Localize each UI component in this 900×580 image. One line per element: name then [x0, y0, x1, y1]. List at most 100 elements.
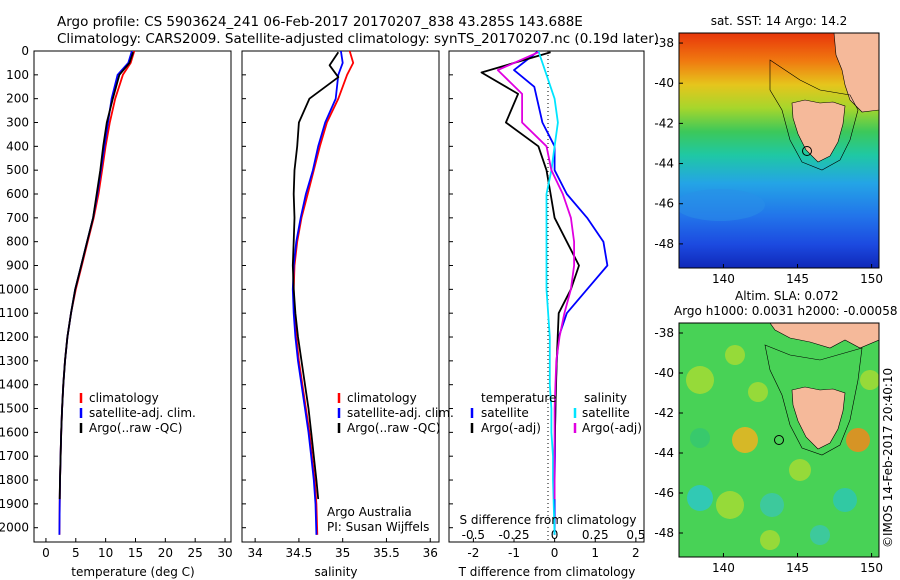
- series-line: [496, 51, 575, 500]
- depth-tick-label: 1700: [0, 449, 29, 463]
- series-line: [291, 51, 340, 500]
- depth-tick-label: 1300: [0, 354, 29, 368]
- header-line-2: Climatology: CARS2009. Satellite-adjuste…: [57, 31, 659, 47]
- map-y-tick-label: -40: [654, 366, 674, 380]
- sla-blob: [732, 427, 758, 453]
- map-y-tick-label: -46: [654, 197, 674, 211]
- temperature-profile-lines: [58, 51, 136, 535]
- x-tick-label: -2: [467, 546, 479, 560]
- sla-map-subtitle: Argo h1000: 0.0031 h2000: -0.00058: [674, 304, 897, 318]
- depth-tick-label: 1800: [0, 473, 29, 487]
- x-tick-label: 10: [98, 546, 113, 560]
- salinity-profile-lines: [291, 51, 355, 535]
- mainland-landmass: [833, 33, 879, 113]
- x-tick-label: 0: [42, 546, 50, 560]
- footer-credit: ©IMOS 14-Feb-2017 20:40:10: [881, 368, 895, 548]
- depth-tick-label: 1100: [0, 306, 29, 320]
- depth-tick-label: 200: [6, 92, 29, 106]
- sla-map-axes: 140 145 150 -38 -40 -42 -44 -46 -48: [654, 326, 883, 575]
- depth-tick-label: 500: [6, 163, 29, 177]
- depth-tick-label: 100: [6, 68, 29, 82]
- float-position-marker: [774, 435, 784, 445]
- x-tick-label: 34: [247, 546, 262, 560]
- legend-header-salinity: salinity: [584, 391, 627, 405]
- salinity-panel-frame: [241, 50, 440, 543]
- depth-tick-label: 400: [6, 139, 29, 153]
- depth-tick-label: 300: [6, 116, 29, 130]
- difference-profile-lines: [480, 51, 609, 535]
- x-tick-label: -1: [508, 546, 520, 560]
- map-y-tick-label: -48: [654, 526, 674, 540]
- series-line: [292, 51, 355, 535]
- sst-map-axes: 140 145 150 -38 -40 -42 -44 -46 -48: [654, 36, 883, 286]
- sla-blob: [760, 493, 784, 517]
- t-difference-axis-label: T difference from climatology: [458, 565, 636, 579]
- shelf-contour: [769, 59, 859, 171]
- legend-label-t-satellite: satellite: [481, 406, 529, 420]
- shelf-contour: [764, 344, 863, 456]
- depth-tick-label: 700: [6, 211, 29, 225]
- salinity-x-axis: 34 34.5 35 35.5 36: [247, 538, 438, 560]
- temperature-x-axis: 0 5 10 15 20 25 30: [42, 538, 233, 560]
- sla-anomaly-blobs: [686, 345, 879, 550]
- sla-blob: [686, 366, 714, 394]
- sla-blob: [860, 370, 879, 390]
- annotation-institution: Argo Australia: [327, 505, 412, 519]
- x-tick-label: 35: [335, 546, 350, 560]
- legend-label-s-argo: Argo(-adj): [582, 421, 642, 435]
- legend-label-s-satellite: satellite: [582, 406, 630, 420]
- header-line-1: Argo profile: CS 5903624_241 06-Feb-2017…: [57, 14, 583, 30]
- series-line: [58, 51, 134, 500]
- sla-blob: [748, 382, 768, 402]
- x-tick-label: 36: [423, 546, 438, 560]
- temperature-legend: climatology satellite-adj. clim. Argo(..…: [79, 391, 196, 435]
- sst-map-frame: [678, 32, 880, 269]
- sla-map-title: Altim. SLA: 0.072: [735, 289, 839, 303]
- sla-blob: [716, 491, 744, 519]
- legend-header-temperature: temperature: [481, 391, 556, 405]
- sla-blob: [810, 525, 830, 545]
- legend-label-argo: Argo(..raw -QC): [89, 421, 182, 435]
- map-y-tick-label: -44: [654, 157, 674, 171]
- series-line: [58, 51, 133, 535]
- difference-panel-frame: [448, 50, 645, 543]
- map-y-tick-label: -40: [654, 76, 674, 90]
- x-tick-label: 15: [128, 546, 143, 560]
- map-y-tick-label: -42: [654, 116, 674, 130]
- depth-axis: 0 100 200 300 400 500 600 700 800 900 1000 1100 1200…: [0, 44, 453, 535]
- map-y-tick-label: -38: [654, 326, 674, 340]
- map-x-tick-label: 150: [860, 272, 883, 286]
- map-y-tick-label: -48: [654, 237, 674, 251]
- sla-blob: [725, 345, 745, 365]
- salinity-legend: climatology satellite-adj. clim. Argo(..…: [327, 391, 454, 534]
- x-tick-label: 2: [632, 546, 640, 560]
- sst-map-title: sat. SST: 14 Argo: 14.2: [711, 14, 848, 28]
- depth-tick-label: 600: [6, 187, 29, 201]
- map-x-tick-label: 145: [786, 561, 809, 575]
- x2-tick-label: -0.25: [498, 528, 529, 542]
- salinity-axis-label: salinity: [314, 565, 357, 579]
- x-tick-label: 20: [158, 546, 173, 560]
- depth-tick-label: 1400: [0, 378, 29, 392]
- temperature-axis-label: temperature (deg C): [71, 565, 194, 579]
- series-line: [291, 51, 344, 535]
- legend-label-t-argo: Argo(-adj): [481, 421, 541, 435]
- depth-tick-label: 800: [6, 235, 29, 249]
- map-y-tick-label: -44: [654, 446, 674, 460]
- sla-map-frame: [678, 322, 880, 558]
- legend-label-argo: Argo(..raw -QC): [347, 421, 440, 435]
- sla-blob: [760, 530, 780, 550]
- sst-cool-patch: [679, 189, 765, 221]
- x-tick-label: 30: [217, 546, 232, 560]
- tasmania-landmass: [791, 386, 846, 450]
- series-line: [513, 51, 609, 535]
- sla-blob: [690, 428, 710, 448]
- sla-map: [679, 323, 879, 557]
- map-x-tick-label: 140: [712, 561, 735, 575]
- temperature-panel-frame: [33, 50, 232, 543]
- sla-blob: [789, 459, 811, 481]
- legend-label-climatology: climatology: [347, 391, 417, 405]
- difference-x-axis: -2 -1 0 1 2 -0.5 -0.25 0 0.25 0.5: [462, 528, 646, 560]
- map-x-tick-label: 150: [860, 561, 883, 575]
- depth-tick-label: 0: [21, 44, 29, 58]
